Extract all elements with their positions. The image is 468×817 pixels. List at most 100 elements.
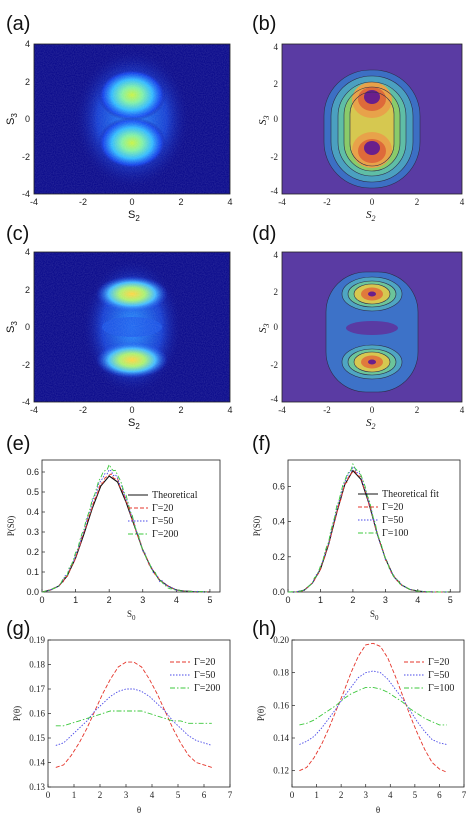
g-ytick-label: 0.15 — [29, 733, 45, 743]
heatmap-c-axes: -4 -2 0 2 4 4 2 0 -2 -4 S2 S3 — [5, 247, 233, 431]
g-ytick-label: 0.18 — [29, 660, 45, 670]
d-xtick-3: 2 — [415, 405, 420, 415]
contour-b-lower-peak — [364, 141, 380, 155]
heatmap-c-frame — [33, 251, 231, 403]
d-ylabel: S3 — [257, 324, 271, 334]
f-legend-label-4: Γ=100 — [382, 528, 408, 539]
h-xtick-label: 4 — [388, 790, 393, 800]
contour-d-lower-peak — [368, 359, 376, 365]
b-ytick-2: 0 — [274, 114, 279, 124]
contour-d-line-6 — [353, 283, 391, 305]
d-ytick-4: -4 — [271, 394, 279, 404]
panel-label-c: (c) — [6, 223, 29, 245]
d-xtick-4: 4 — [460, 405, 465, 415]
c-ytick-3: -2 — [22, 360, 30, 370]
h-series-line-1 — [299, 642, 447, 773]
a-xtick-4: 4 — [227, 197, 232, 207]
h-ytick-label: 0.18 — [273, 668, 289, 678]
f-xtick-label: 0 — [285, 595, 290, 605]
e-ytick-label: 0.4 — [26, 507, 39, 517]
contour-b — [281, 43, 463, 195]
b-xtick-2: 0 — [370, 197, 375, 207]
contour-d-lines — [325, 271, 419, 393]
b-ylabel: S3 — [257, 116, 271, 126]
h-xtick-label: 0 — [290, 790, 295, 800]
contour-d — [281, 251, 463, 403]
e-xtick-label: 3 — [140, 595, 145, 605]
a-ytick-4: -4 — [22, 189, 30, 199]
contour-b-axes: -4 -2 0 2 4 4 2 0 -2 -4 S2 S3 — [257, 42, 465, 223]
d-ytick-1: 2 — [274, 287, 279, 297]
e-legend-label-1: Theoretical — [152, 490, 198, 501]
heatmap-a — [33, 43, 231, 195]
contour-b-upper-peak — [364, 90, 380, 104]
g-xtick-label: 1 — [72, 790, 77, 800]
f-xtick-label: 2 — [350, 595, 355, 605]
e-plot-frame — [41, 459, 221, 593]
h-plot-frame — [291, 639, 465, 788]
f-xtick-label: 3 — [383, 595, 388, 605]
panel-label-b: (b) — [252, 13, 276, 35]
a-ytick-3: -2 — [22, 152, 30, 162]
e-ytick-label: 0.2 — [26, 547, 39, 557]
d-ytick-0: 4 — [274, 250, 279, 260]
b-xlabel-sub: 2 — [372, 214, 376, 223]
f-xlabel: S0 — [370, 609, 379, 622]
e-ytick-label: 0.3 — [26, 527, 39, 537]
g-xtick-label: 3 — [124, 790, 129, 800]
e-xtick-label: 1 — [73, 595, 78, 605]
d-ylabel-main: S — [257, 327, 269, 333]
g-legend-label-1: Γ=20 — [194, 657, 215, 668]
contour-d-line-2 — [341, 276, 403, 312]
e-xtick-label: 5 — [207, 595, 212, 605]
f-plot-frame — [287, 459, 461, 593]
c-xlabel: S2 — [128, 417, 140, 431]
b-xlabel: S2 — [366, 209, 376, 223]
a-xlabel-sub: 2 — [135, 214, 140, 223]
heatmap-c — [33, 251, 231, 403]
h-ylabel: P(θ) — [256, 706, 266, 721]
c-xtick-3: 2 — [178, 405, 183, 415]
f-ylabel: P(S0) — [252, 516, 262, 537]
c-ylabel: S3 — [5, 321, 19, 333]
contour-d-line-4 — [347, 280, 397, 308]
d-ytick-3: -2 — [271, 360, 279, 370]
a-ylabel-sub: 3 — [10, 113, 19, 118]
b-xlabel-main: S — [366, 209, 372, 221]
h-xlabel: θ — [376, 805, 380, 815]
contour-b-line-3 — [337, 81, 407, 177]
f-legend-label-1: Theoretical fit — [382, 489, 439, 500]
a-xtick-0: -4 — [30, 197, 38, 207]
e-xtick-label: 0 — [39, 595, 44, 605]
e-series-line-2 — [41, 473, 208, 593]
f-xtick-label: 5 — [448, 595, 453, 605]
g-legend-label-2: Γ=50 — [194, 670, 215, 681]
g-xtick-label: 2 — [98, 790, 103, 800]
g-legend-label-3: Γ=200 — [194, 683, 220, 694]
h-series-line-2 — [299, 670, 447, 745]
contour-b-line-5 — [349, 91, 395, 167]
line-chart-e: 0 1 2 3 4 50.00.10.20.30.40.50.6S0P(S0)Theore… — [6, 459, 221, 622]
f-legend-label-3: Γ=50 — [382, 515, 403, 526]
b-ylabel-sub: 3 — [262, 116, 271, 121]
b-ytick-4: -4 — [271, 186, 279, 196]
e-legend-label-4: Γ=200 — [152, 529, 178, 540]
contour-d-line-5 — [347, 348, 397, 376]
contour-d-frame — [281, 251, 463, 403]
contour-d-line-1 — [325, 271, 419, 393]
panel-label-f: (f) — [252, 433, 271, 455]
h-ytick-label: 0.14 — [273, 733, 289, 743]
a-xtick-3: 2 — [178, 197, 183, 207]
e-ytick-label: 0.5 — [26, 487, 39, 497]
g-ytick-label: 0.16 — [29, 709, 45, 719]
b-ytick-1: 2 — [274, 79, 279, 89]
b-xtick-4: 4 — [460, 197, 465, 207]
g-ytick-label: 0.17 — [29, 684, 45, 694]
c-ytick-0: 4 — [25, 247, 30, 257]
h-series-line-3 — [299, 686, 447, 726]
h-xtick-label: 3 — [363, 790, 368, 800]
contour-d-upper-peak — [368, 291, 376, 297]
h-ytick-label: 0.12 — [273, 766, 289, 776]
panel-label-g: (g) — [6, 618, 30, 640]
f-ytick-label: 0.6 — [272, 481, 285, 491]
